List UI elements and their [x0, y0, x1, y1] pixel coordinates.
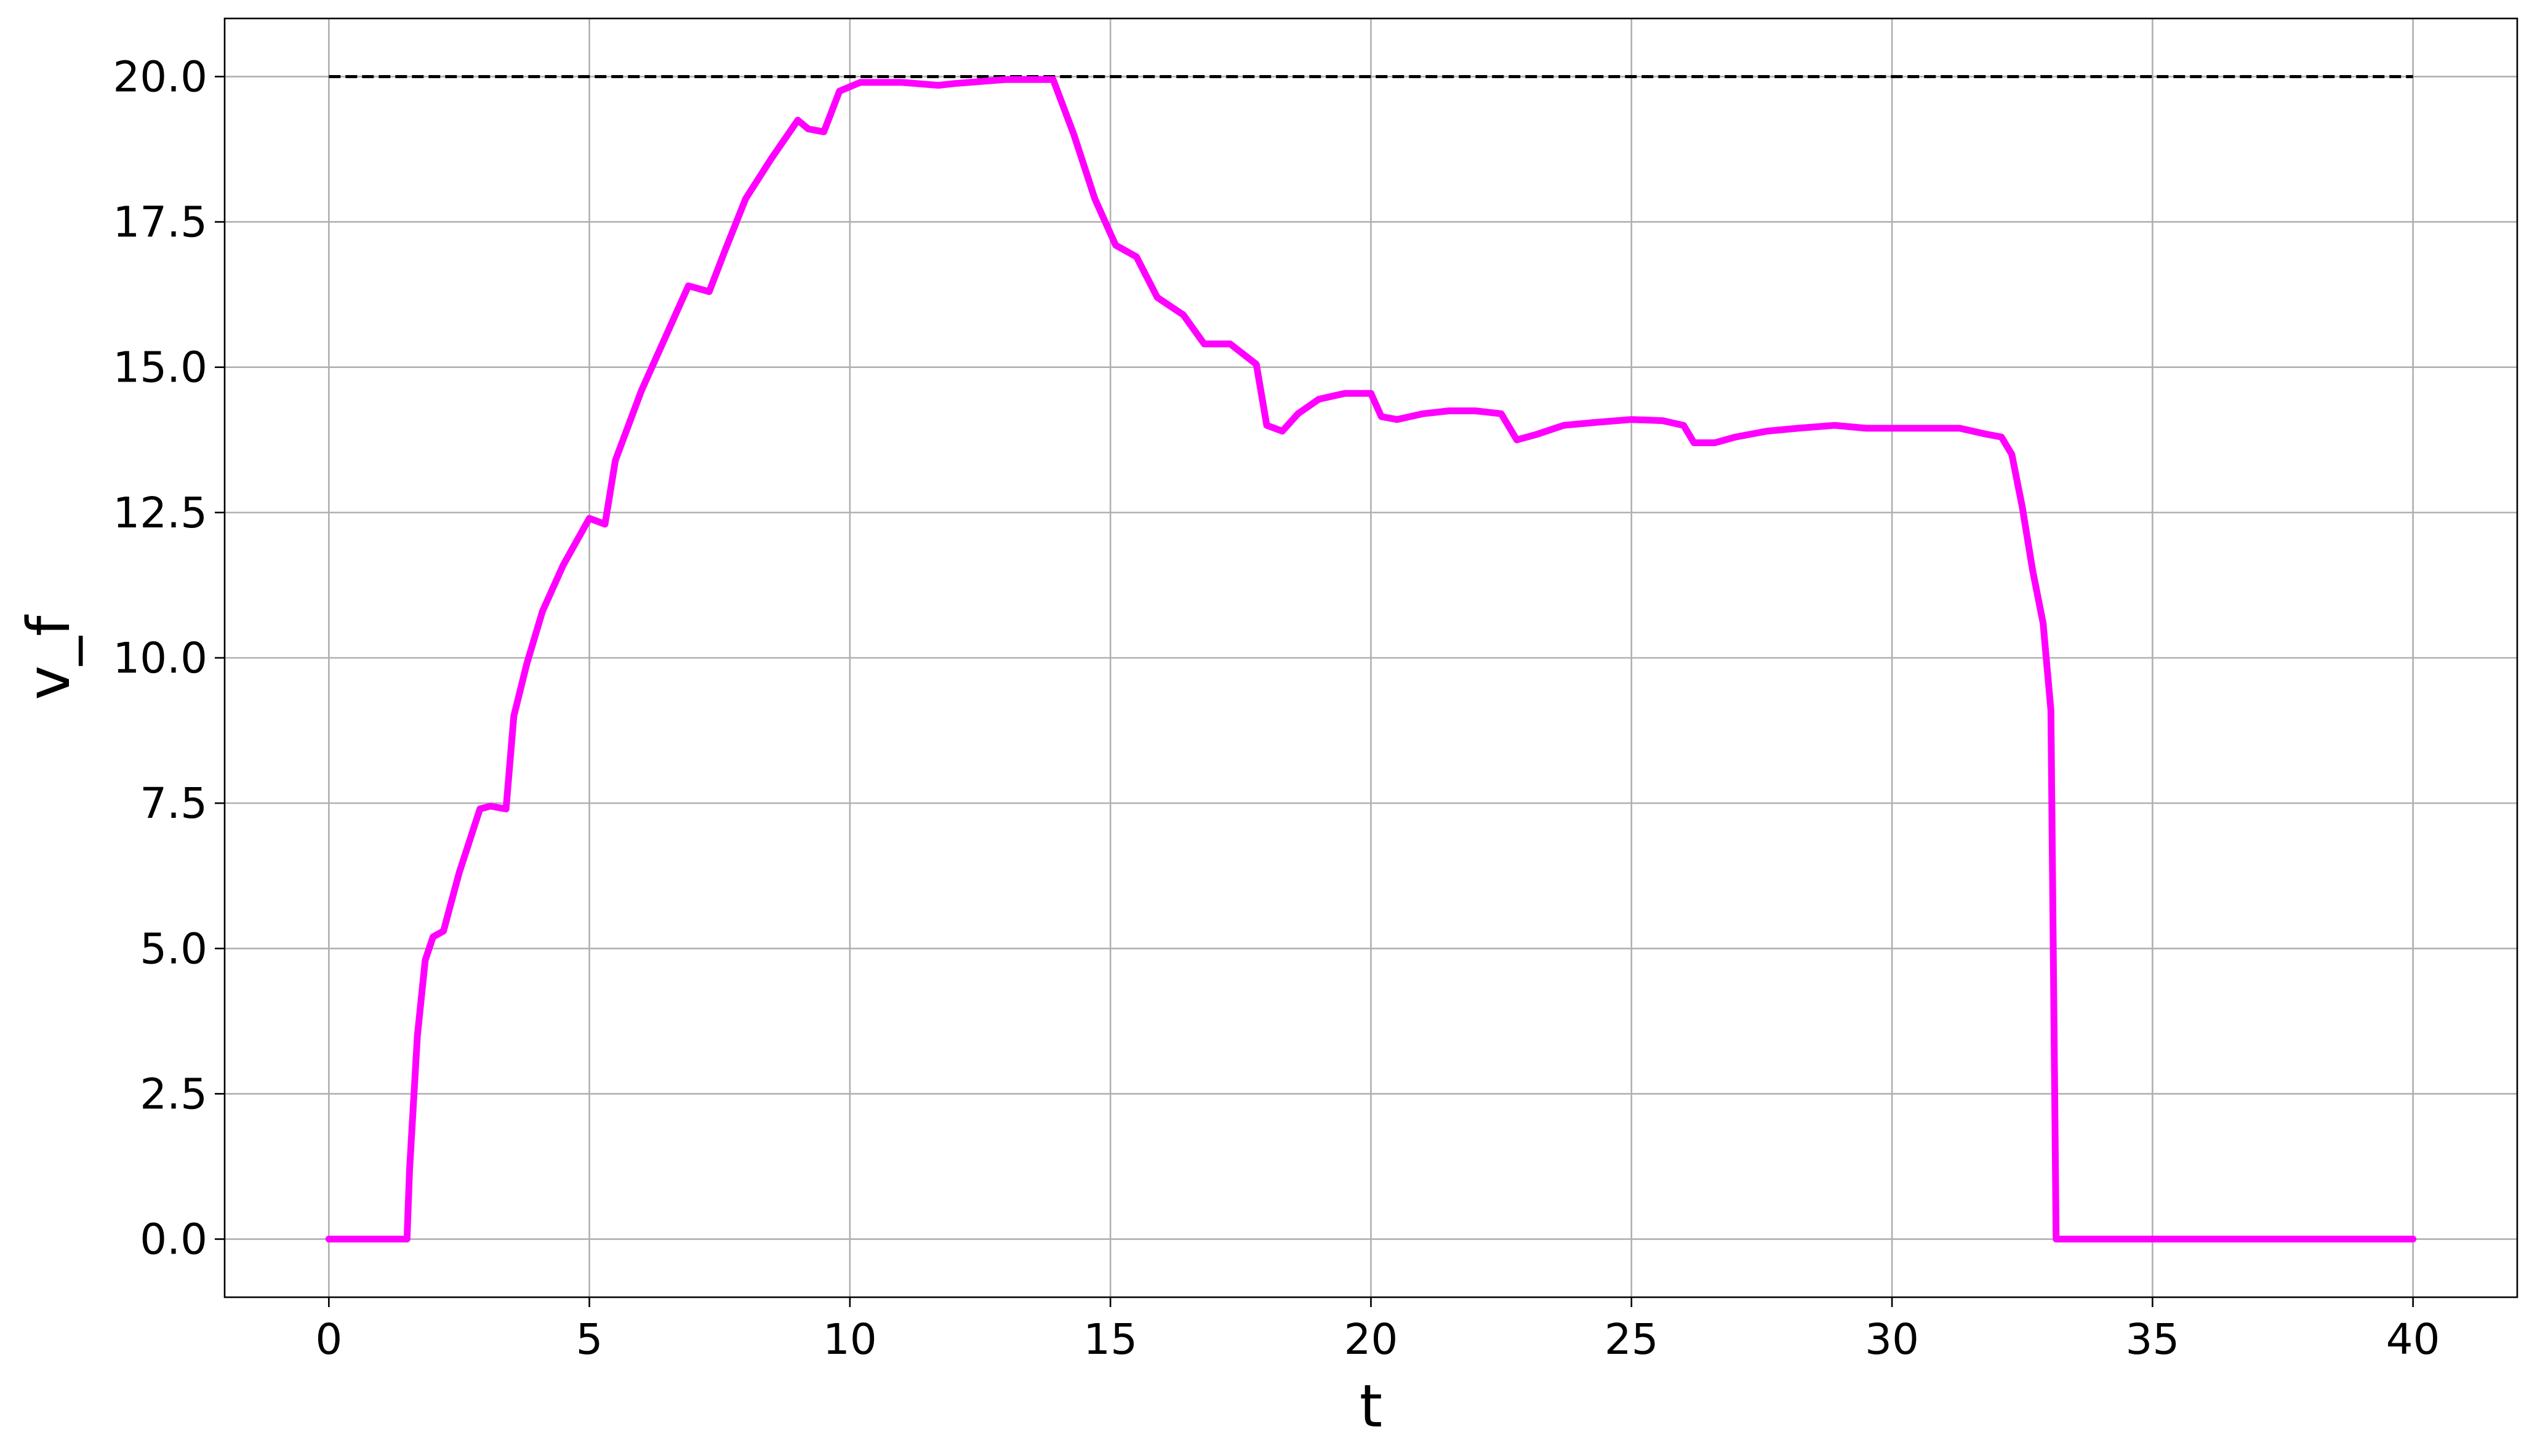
y-tick-label: 15.0	[113, 343, 207, 393]
y-tick-label: 0.0	[140, 1215, 207, 1265]
series-layer	[325, 76, 2417, 1242]
y-axis-ticks: 0.0 2.5 5.0 7.5 10.0 12.5 15.0 17.5 20.0	[113, 52, 225, 1265]
y-tick-label: 12.5	[113, 489, 207, 538]
x-tick-label: 5	[576, 1315, 603, 1364]
x-tick-label: 20	[1344, 1315, 1398, 1364]
y-tick-label: 5.0	[140, 924, 207, 974]
y-axis-label: v_f	[15, 614, 83, 700]
x-tick-label: 0	[315, 1315, 342, 1364]
series-line	[325, 76, 2417, 1242]
y-tick-label: 10.0	[113, 634, 207, 683]
y-tick-label: 2.5	[140, 1070, 207, 1119]
x-axis-ticks: 0 5 10 15 20 25 30 35 40	[315, 1297, 2440, 1364]
x-tick-label: 30	[1865, 1315, 1919, 1364]
x-axis-label: t	[1360, 1373, 1382, 1441]
x-tick-label: 40	[2386, 1315, 2440, 1364]
y-tick-label: 20.0	[113, 52, 207, 102]
x-tick-label: 15	[1083, 1315, 1137, 1364]
x-tick-label: 35	[2125, 1315, 2179, 1364]
y-tick-label: 7.5	[140, 779, 207, 828]
y-tick-label: 17.5	[113, 198, 207, 247]
x-tick-label: 10	[823, 1315, 877, 1364]
x-tick-label: 25	[1605, 1315, 1659, 1364]
grid	[225, 18, 2517, 1297]
